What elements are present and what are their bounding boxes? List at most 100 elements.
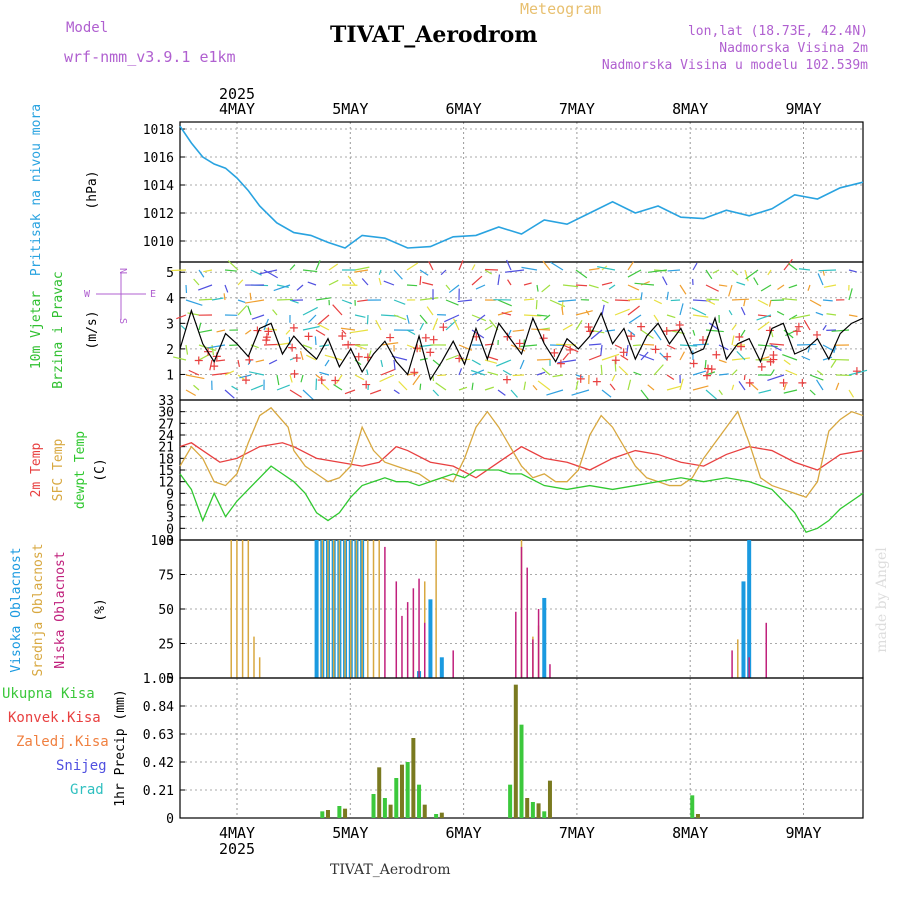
wind-marker — [757, 362, 766, 371]
wind-arrow — [259, 269, 278, 275]
wind-arrow — [731, 298, 749, 301]
wind-arrow — [504, 269, 525, 273]
cloud-bar — [258, 657, 261, 678]
wind-marker — [662, 327, 671, 336]
wind-arrow — [380, 342, 399, 346]
wind-arrow — [471, 382, 474, 391]
wind-arrow — [272, 309, 278, 316]
cloud-ytick-label: 25 — [158, 638, 174, 653]
wind-marker — [675, 321, 684, 330]
wind-arrow — [679, 351, 685, 361]
wind-arrow — [187, 312, 200, 316]
wind-arrow — [391, 355, 408, 361]
pressure-ytick-label: 1010 — [143, 235, 174, 250]
precip-bar — [411, 738, 416, 818]
cloud-units: (%) — [93, 598, 108, 621]
precipitation-ytick-label: 0.42 — [143, 756, 174, 771]
wind-marker — [779, 378, 788, 387]
wind-marker — [421, 333, 430, 342]
wind-arrow — [497, 389, 506, 396]
wind-arrow — [541, 367, 551, 376]
wind-arrow — [249, 292, 252, 301]
wind-marker — [566, 345, 575, 354]
wind-arrow — [628, 314, 642, 324]
wind-arrow — [380, 368, 395, 376]
wind-marker — [344, 340, 353, 349]
wind-arrow — [597, 266, 616, 271]
cloud-ylabel-high: Visoka Oblacnost — [9, 547, 24, 672]
wind-arrow — [315, 260, 321, 271]
station-elevation: Nadmorska Visina 2m — [719, 41, 868, 56]
precip-bar — [530, 802, 535, 818]
wind-arrow — [289, 299, 299, 304]
precip-bar — [417, 784, 422, 818]
wind-arrow — [705, 329, 724, 333]
wind-arrow — [207, 344, 226, 349]
wind-arrow — [562, 284, 579, 288]
wind-arrow — [718, 389, 723, 396]
top-year-label: 2025 — [219, 85, 255, 103]
precip-bar — [382, 798, 387, 818]
wind-arrow — [575, 284, 588, 287]
wind-arrow — [251, 314, 265, 320]
cloud-bar — [236, 540, 238, 678]
wind-arrow — [341, 329, 347, 335]
precip-bar — [695, 814, 700, 818]
wind-arrow — [531, 328, 551, 331]
wind-arrow — [231, 385, 239, 391]
watermark-text: made by Angel — [874, 547, 890, 653]
wind-arrow — [783, 383, 787, 391]
wind-arrow — [588, 354, 602, 361]
wind-arrow — [268, 359, 278, 365]
wind-arrow — [227, 260, 239, 271]
cloud-bar — [412, 588, 415, 678]
precip-bar — [525, 798, 530, 818]
wind-arrow — [299, 350, 304, 361]
wind-arrow — [608, 284, 616, 290]
wind-arrow — [393, 389, 400, 395]
wind-arrow — [211, 372, 231, 376]
precip-bar — [337, 806, 342, 818]
wind-arrow — [435, 382, 447, 391]
wind-arrow — [193, 384, 200, 391]
wind-marker — [627, 332, 636, 341]
wind-arrow — [458, 368, 463, 376]
precip-legend-item: Snijeg — [56, 758, 107, 774]
precip-bar — [547, 780, 552, 818]
wind-arrow — [848, 389, 855, 398]
wind-arrow — [276, 374, 280, 386]
wind-arrow — [216, 329, 226, 333]
pressure-ytick-label: 1016 — [143, 151, 174, 166]
wind-arrow — [767, 269, 772, 276]
wind-arrow — [340, 327, 356, 331]
wind-arrow — [237, 305, 248, 316]
wind-arrow — [445, 299, 459, 306]
cloud-bar — [327, 540, 329, 678]
compass-north: N — [117, 268, 128, 274]
wind-arrow — [670, 299, 681, 302]
temperature-line — [179, 406, 864, 498]
cloud-bar — [439, 657, 444, 678]
wind-marker — [813, 330, 822, 339]
wind-arrow — [848, 314, 858, 318]
wind-arrow — [198, 322, 202, 331]
wind-arrow — [406, 372, 419, 376]
wind-arrow — [383, 280, 395, 286]
wind-arrow — [273, 284, 291, 292]
precip-bar — [377, 767, 382, 818]
cloud-ylabel-low: Niska Oblacnost — [53, 551, 68, 668]
wind-marker — [363, 353, 372, 362]
wind-marker — [362, 380, 371, 389]
wind-arrow — [419, 297, 439, 301]
wind-arrow — [666, 291, 669, 301]
wind-marker — [698, 336, 707, 345]
wind-arrow — [471, 275, 483, 286]
wind-marker — [766, 357, 775, 366]
wind-marker — [502, 375, 511, 384]
cloud-bar — [532, 639, 534, 678]
wind-arrow — [237, 279, 244, 286]
cloud-bar — [737, 639, 739, 678]
cloud-bar — [747, 540, 752, 678]
temperature-ytick-label: 12 — [158, 476, 174, 491]
wind-marker — [304, 332, 313, 341]
